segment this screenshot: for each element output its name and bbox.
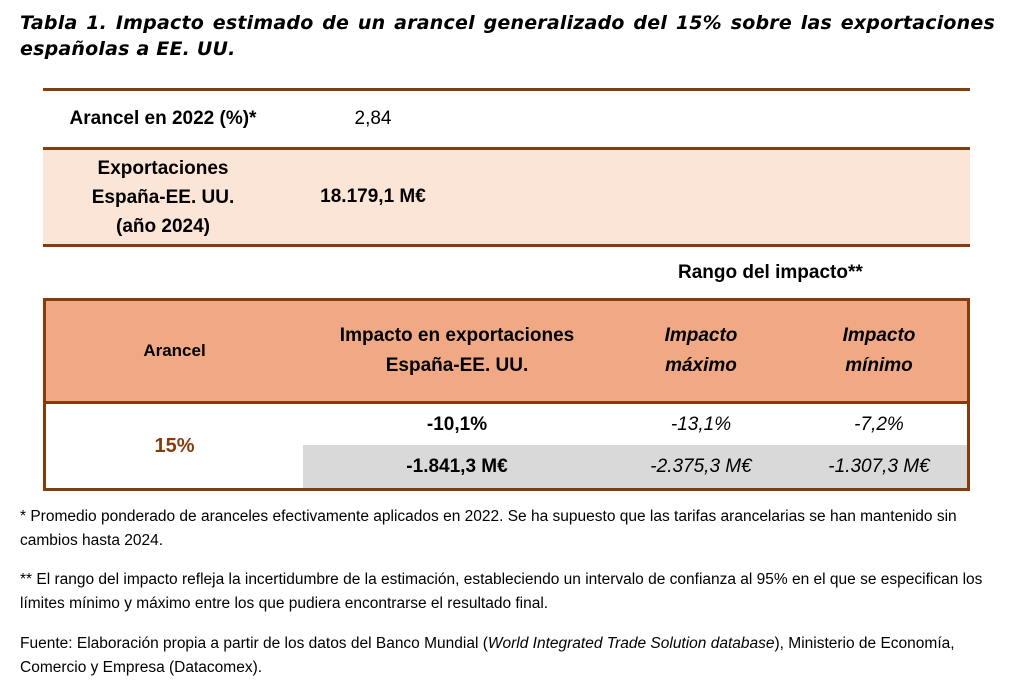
impact-pct: -10,1%	[426, 413, 488, 435]
table-header: Arancel Impacto en exportaciones España-…	[46, 301, 967, 404]
max-eur: -2.375,3 M€	[650, 455, 752, 477]
impact-eur: -1.841,3 M€	[406, 455, 508, 477]
header-arancel: Arancel	[143, 341, 206, 360]
header-max: Impacto máximo	[664, 325, 738, 376]
summary-row: Arancel en 2022 (%)* 2,84	[43, 91, 970, 150]
summary-table: Arancel en 2022 (%)* 2,84 Exportaciones …	[43, 88, 970, 247]
table-row: -1.841,3 M€ -2.375,3 M€ -1.307,3 M€	[303, 445, 967, 488]
tariff-value: 15%	[154, 434, 195, 457]
summary-value: 2,84	[354, 108, 392, 129]
max-pct: -13,1%	[670, 413, 732, 435]
min-eur: -1.307,3 M€	[828, 455, 930, 477]
min-pct: -7,2%	[854, 413, 904, 435]
source-note: Fuente: Elaboración propia a partir de l…	[20, 632, 998, 680]
table-row: -10,1% -13,1% -7,2%	[303, 404, 967, 445]
range-label: Rango del impacto**	[678, 262, 863, 283]
source-database: World Integrated Trade Solution database	[487, 635, 775, 652]
impact-table: Arancel Impacto en exportaciones España-…	[43, 298, 970, 491]
summary-label: Arancel en 2022 (%)*	[69, 108, 257, 129]
source-text: Fuente: Elaboración propia a partir de l…	[20, 635, 488, 652]
footnote-1: * Promedio ponderado de aranceles efecti…	[20, 508, 957, 549]
table-title: Tabla 1. Impacto estimado de un arancel …	[20, 12, 995, 60]
table-body: 15% -10,1% -13,1% -7,2% -1.841,3 M€ -2.3…	[46, 404, 967, 488]
header-impact: Impacto en exportaciones España-EE. UU.	[339, 325, 575, 376]
summary-label: Exportaciones España-EE. UU. (año 2024)	[91, 157, 235, 237]
summary-value: 18.179,1 M€	[320, 186, 426, 207]
summary-row: Exportaciones España-EE. UU. (año 2024) …	[43, 150, 970, 247]
header-min: Impacto mínimo	[842, 325, 916, 376]
source-text-end: ), Ministerio de Economía, Comercio y Em…	[20, 635, 955, 676]
footnote-2: ** El rango del impacto refleja la incer…	[20, 571, 983, 612]
